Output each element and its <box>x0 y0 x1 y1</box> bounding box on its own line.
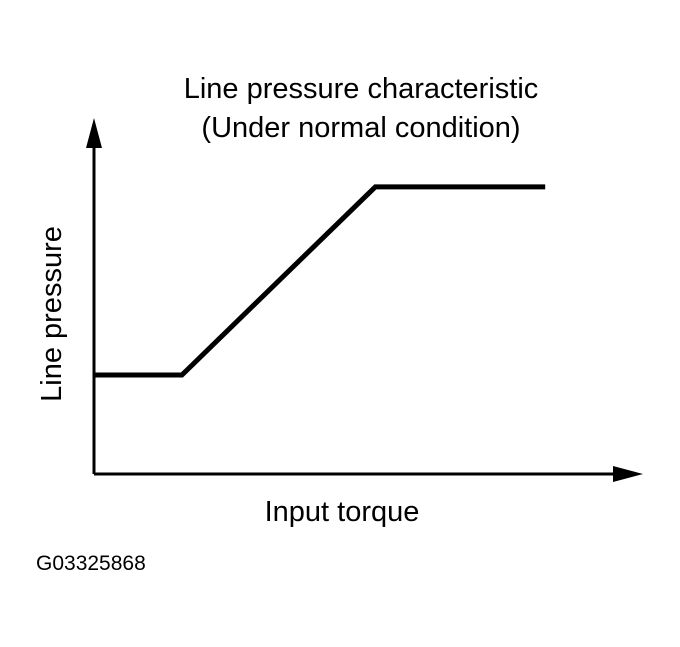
x-axis-label: Input torque <box>265 496 420 528</box>
series-line-0 <box>94 184 546 378</box>
chart-subtitle: (Under normal condition) <box>201 112 520 144</box>
series-layer <box>94 184 546 378</box>
y-axis-label: Line pressure <box>36 226 68 402</box>
x-axis-arrowhead <box>613 466 643 482</box>
y-axis-arrowhead <box>86 118 102 148</box>
figure-id: G03325868 <box>36 552 146 575</box>
chart-title: Line pressure characteristic <box>184 73 539 105</box>
